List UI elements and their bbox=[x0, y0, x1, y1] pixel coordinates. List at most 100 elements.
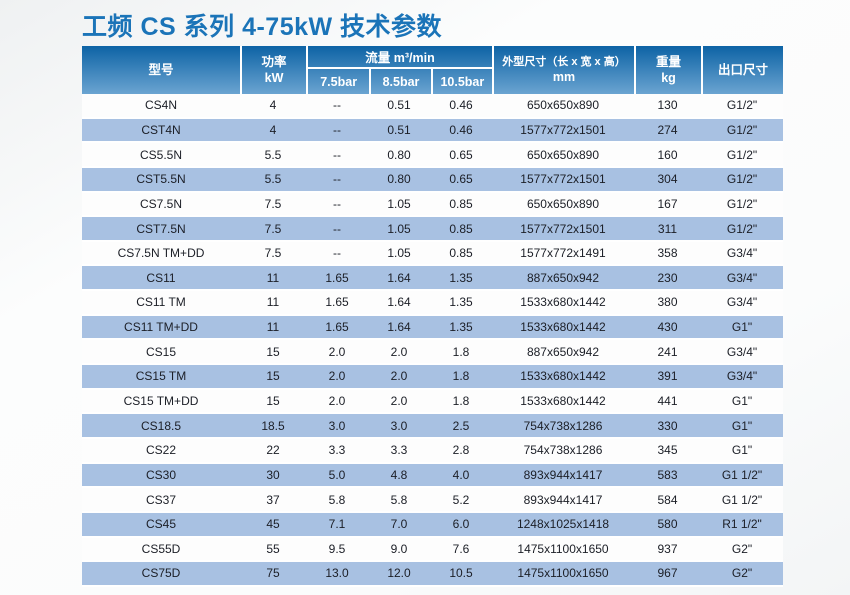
cell-flow-7-5bar: 9.5 bbox=[328, 541, 346, 556]
cell-flow-10-5bar: 2.5 bbox=[452, 418, 470, 433]
col-header-dimensions-unit: mm bbox=[552, 70, 576, 85]
cell-flow-7-5bar: 2.0 bbox=[328, 344, 346, 359]
cell-power: 55 bbox=[266, 541, 280, 556]
table-row: CS18.5 18.5 3.0 3.0 2.5 754x738x1286 330 G1" bbox=[82, 414, 783, 439]
cell-flow-8-5bar: 1.64 bbox=[387, 270, 411, 285]
col-header-weight-label: 重量 bbox=[655, 54, 681, 69]
cell-weight: 937 bbox=[657, 541, 678, 556]
cell-weight: 345 bbox=[657, 443, 678, 458]
cell-flow-7-5bar: 2.0 bbox=[328, 394, 346, 408]
cell-flow-8-5bar: 3.0 bbox=[390, 418, 408, 433]
cell-weight: 430 bbox=[657, 320, 678, 335]
cell-outlet: R1 1/2" bbox=[722, 517, 762, 532]
cell-flow-7-5bar: 3.0 bbox=[328, 418, 346, 433]
cell-outlet: G1/2" bbox=[726, 196, 758, 211]
cell-flow-8-5bar: 1.05 bbox=[387, 246, 411, 261]
cell-outlet: G3/4" bbox=[726, 270, 758, 285]
cell-flow-10-5bar: 1.35 bbox=[449, 320, 473, 335]
table-row: CS4N 4 -- 0.51 0.46 650x650x890 130 G1/2" bbox=[82, 94, 783, 119]
cell-dimensions: 1533x680x1442 bbox=[520, 320, 606, 335]
col-header-flow-10-5bar: 10.5bar bbox=[430, 69, 492, 94]
cell-power: 11 bbox=[266, 295, 280, 310]
cell-flow-8-5bar: 1.64 bbox=[387, 320, 411, 335]
cell-power: 18.5 bbox=[261, 418, 285, 433]
cell-flow-10-5bar: 6.0 bbox=[452, 517, 470, 532]
cell-flow-8-5bar: 1.05 bbox=[387, 221, 411, 236]
cell-weight: 167 bbox=[657, 196, 678, 211]
cell-model: CS45 bbox=[145, 517, 177, 532]
cell-power: 11 bbox=[266, 270, 280, 285]
page-title: 工频 CS 系列 4-75kW 技术参数 bbox=[82, 13, 443, 41]
cell-model: CS30 bbox=[145, 467, 177, 482]
cell-flow-7-5bar: -- bbox=[333, 172, 341, 187]
col-header-power-label: 功率 bbox=[261, 54, 287, 69]
table-row: CS15 TM 15 2.0 2.0 1.8 1533x680x1442 391 G3/4" bbox=[82, 365, 783, 390]
cell-weight: 304 bbox=[657, 172, 678, 187]
cell-dimensions: 1577x772x1501 bbox=[520, 221, 606, 236]
cell-dimensions: 1475x1100x1650 bbox=[517, 566, 609, 581]
cell-flow-10-5bar: 4.0 bbox=[452, 467, 470, 482]
cell-flow-8-5bar: 7.0 bbox=[390, 517, 408, 532]
col-header-flow-label: 流量 m³/min bbox=[308, 46, 492, 69]
table-row: CS22 22 3.3 3.3 2.8 754x738x1286 345 G1" bbox=[82, 438, 783, 464]
cell-flow-7-5bar: 5.8 bbox=[328, 492, 346, 507]
cell-outlet: G2" bbox=[731, 566, 753, 581]
table-row: CS7.5N 7.5 -- 1.05 0.85 650x650x890 167 G1/2" bbox=[82, 192, 783, 218]
table-row: CS7.5N TM+DD 7.5 -- 1.05 0.85 1577x772x1491 35… bbox=[82, 241, 783, 267]
cell-flow-10-5bar: 0.85 bbox=[449, 221, 473, 236]
cell-flow-7-5bar: 1.65 bbox=[325, 295, 349, 310]
cell-dimensions: 1533x680x1442 bbox=[520, 369, 606, 384]
col-header-flow-7-5bar: 7.5bar bbox=[320, 74, 358, 89]
cell-model: CS11 TM+DD bbox=[124, 320, 198, 335]
table-row: CS55D 55 9.5 9.0 7.6 1475x1100x1650 937 G2" bbox=[82, 537, 783, 563]
table-row: CS11 11 1.65 1.64 1.35 887x650x942 230 G3/4" bbox=[82, 266, 783, 292]
cell-weight: 967 bbox=[657, 566, 678, 581]
table-row: CST5.5N 5.5 -- 0.80 0.65 1577x772x1501 304 G1/2… bbox=[82, 167, 783, 193]
col-header-outlet-label: 出口尺寸 bbox=[717, 62, 768, 77]
col-header-model-label: 型号 bbox=[148, 62, 174, 77]
table-body: CS4N 4 -- 0.51 0.46 650x650x890 130 G1/2" CST4N 4… bbox=[82, 94, 783, 587]
cell-dimensions: 650x650x890 bbox=[526, 147, 600, 162]
cell-flow-10-5bar: 0.46 bbox=[449, 122, 473, 137]
cell-model: CS11 TM bbox=[136, 295, 186, 310]
cell-outlet: G1/2" bbox=[726, 147, 758, 162]
cell-dimensions: 754x738x1286 bbox=[523, 443, 603, 458]
cell-flow-10-5bar: 5.2 bbox=[452, 492, 470, 507]
cell-dimensions: 1475x1100x1650 bbox=[517, 541, 609, 556]
cell-model: CST4N bbox=[141, 122, 181, 137]
cell-flow-7-5bar: 13.0 bbox=[325, 566, 349, 581]
cell-flow-8-5bar: 3.3 bbox=[390, 443, 408, 458]
cell-weight: 583 bbox=[657, 467, 678, 482]
col-header-model: 型号 bbox=[82, 46, 240, 94]
table-row: CS11 TM 11 1.65 1.64 1.35 1533x680x1442 380 G3/… bbox=[82, 291, 783, 316]
cell-flow-10-5bar: 0.46 bbox=[449, 98, 473, 113]
col-header-flow-group: 流量 m³/min 7.5bar 8.5bar 10.5bar bbox=[306, 46, 492, 94]
cell-flow-7-5bar: 3.3 bbox=[328, 443, 346, 458]
cell-flow-8-5bar: 9.0 bbox=[390, 541, 408, 556]
cell-dimensions: 887x650x942 bbox=[526, 270, 600, 285]
cell-weight: 160 bbox=[657, 147, 678, 162]
cell-flow-10-5bar: 10.5 bbox=[449, 566, 473, 581]
cell-flow-8-5bar: 2.0 bbox=[390, 369, 408, 384]
table-row: CS15 TM+DD 15 2.0 2.0 1.8 1533x680x1442 441 G1" bbox=[82, 389, 783, 415]
cell-model: CS37 bbox=[145, 492, 177, 507]
cell-flow-7-5bar: 2.0 bbox=[328, 369, 346, 384]
cell-flow-10-5bar: 0.65 bbox=[449, 147, 473, 162]
cell-model: CST7.5N bbox=[136, 221, 186, 236]
cell-dimensions: 887x650x942 bbox=[526, 344, 600, 359]
table-row: CST4N 4 -- 0.51 0.46 1577x772x1501 274 G1/2" bbox=[82, 118, 783, 144]
cell-power: 7.5 bbox=[264, 246, 282, 261]
col-header-outlet: 出口尺寸 bbox=[701, 46, 783, 94]
cell-outlet: G1" bbox=[731, 418, 753, 433]
cell-outlet: G1/2" bbox=[726, 98, 758, 113]
cell-flow-10-5bar: 7.6 bbox=[452, 541, 470, 556]
cell-weight: 391 bbox=[657, 369, 678, 384]
col-header-power-unit: kW bbox=[264, 71, 284, 85]
cell-power: 22 bbox=[266, 443, 280, 458]
cell-outlet: G2" bbox=[731, 541, 753, 556]
cell-dimensions: 1577x772x1491 bbox=[520, 246, 606, 261]
col-header-weight-unit: kg bbox=[661, 71, 676, 85]
cell-flow-8-5bar: 2.0 bbox=[390, 344, 408, 359]
table-row: CS5.5N 5.5 -- 0.80 0.65 650x650x890 160 G1/2" bbox=[82, 143, 783, 168]
cell-power: 15 bbox=[266, 344, 280, 359]
